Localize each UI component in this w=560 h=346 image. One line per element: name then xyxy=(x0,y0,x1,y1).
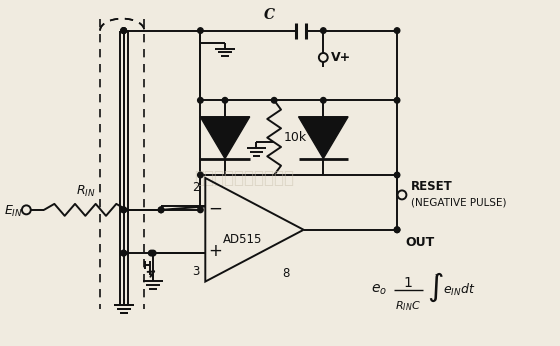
Circle shape xyxy=(198,207,203,213)
Circle shape xyxy=(394,227,400,233)
Text: AD515: AD515 xyxy=(223,233,262,246)
Circle shape xyxy=(121,28,127,33)
Circle shape xyxy=(121,207,127,213)
Circle shape xyxy=(121,250,127,256)
Circle shape xyxy=(121,28,127,33)
Text: 8: 8 xyxy=(282,267,290,280)
Text: $E_{IN}$: $E_{IN}$ xyxy=(3,204,22,219)
Circle shape xyxy=(394,227,400,233)
Text: +: + xyxy=(208,242,222,260)
Circle shape xyxy=(394,172,400,178)
Circle shape xyxy=(151,250,156,256)
Polygon shape xyxy=(200,117,250,158)
Circle shape xyxy=(394,28,400,33)
Text: $e_{IN}dt$: $e_{IN}dt$ xyxy=(444,282,475,298)
Text: (NEGATIVE PULSE): (NEGATIVE PULSE) xyxy=(411,198,506,208)
Text: 10k: 10k xyxy=(284,131,307,144)
Circle shape xyxy=(319,53,328,62)
Circle shape xyxy=(198,172,203,178)
Circle shape xyxy=(22,206,31,214)
Text: −: − xyxy=(208,199,222,217)
Circle shape xyxy=(272,98,277,103)
Text: 2: 2 xyxy=(192,181,199,194)
Text: OUT: OUT xyxy=(405,236,434,249)
Circle shape xyxy=(320,28,326,33)
Circle shape xyxy=(320,98,326,103)
Text: 杭州嘉睿科技有限公司: 杭州嘉睿科技有限公司 xyxy=(195,169,295,187)
Circle shape xyxy=(394,98,400,103)
Text: 1: 1 xyxy=(403,275,412,290)
Circle shape xyxy=(121,28,127,33)
Circle shape xyxy=(198,98,203,103)
Circle shape xyxy=(121,207,127,213)
Circle shape xyxy=(158,207,164,213)
Text: $\int$: $\int$ xyxy=(427,271,443,304)
Text: $R_{IN}$: $R_{IN}$ xyxy=(76,184,95,199)
Text: 3: 3 xyxy=(192,265,199,278)
Circle shape xyxy=(158,207,164,213)
Text: C: C xyxy=(264,8,275,21)
Text: RESET: RESET xyxy=(411,181,452,193)
Text: $e_o$: $e_o$ xyxy=(371,282,386,297)
Circle shape xyxy=(398,190,407,199)
Text: V+: V+ xyxy=(331,51,352,64)
Circle shape xyxy=(121,250,127,256)
Circle shape xyxy=(198,28,203,33)
Text: $^T$: $^T$ xyxy=(435,275,441,284)
Circle shape xyxy=(222,98,228,103)
Circle shape xyxy=(148,250,154,256)
Text: $R_{IN}C$: $R_{IN}C$ xyxy=(395,300,421,313)
Polygon shape xyxy=(298,117,348,158)
